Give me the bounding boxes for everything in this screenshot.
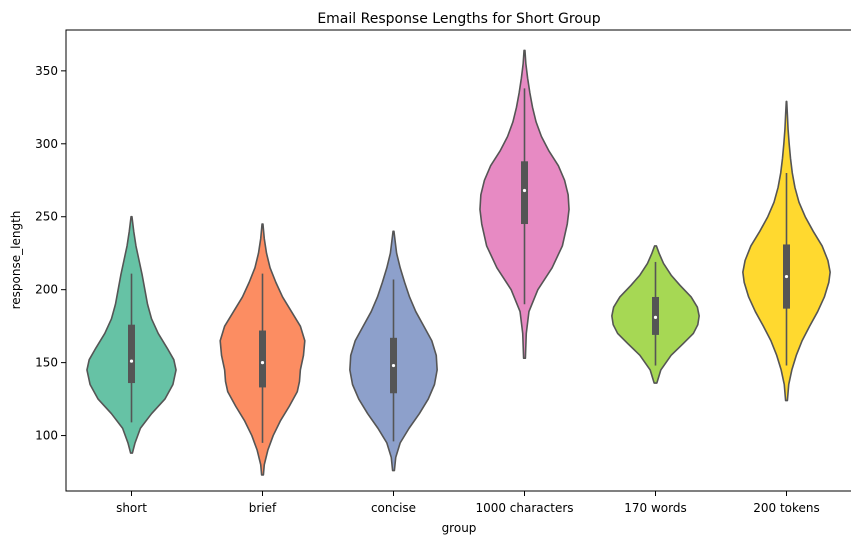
violin-median-point xyxy=(522,188,527,193)
violin-iqr-box xyxy=(128,324,135,384)
violin-median-point xyxy=(784,274,789,279)
violin-median-point xyxy=(653,315,658,319)
x-axis: short brief concise 1000 characters 170 word… xyxy=(116,491,820,515)
x-tick-label: 1000 characters xyxy=(475,501,573,515)
violin-iqr-box xyxy=(259,330,266,388)
x-tick-label: 200 tokens xyxy=(753,501,820,515)
x-tick-label: 170 words xyxy=(624,501,686,515)
violin-median-point xyxy=(391,363,396,368)
x-axis-label: group xyxy=(442,521,477,535)
violin-median-point xyxy=(260,361,265,365)
violins-layer xyxy=(86,49,831,476)
y-tick-label: 350 xyxy=(35,64,58,78)
plot-frame xyxy=(65,29,851,492)
x-tick-label: concise xyxy=(371,501,416,515)
y-axis: 100 150 200 250 300 350 xyxy=(35,64,66,443)
x-tick-label: brief xyxy=(249,501,277,515)
y-tick-label: 250 xyxy=(35,210,58,224)
x-tick-label: short xyxy=(116,501,147,515)
violin-iqr-box xyxy=(521,161,528,225)
y-axis-label: response_length xyxy=(9,211,23,310)
violin-median-point xyxy=(129,359,134,363)
y-tick-label: 100 xyxy=(35,429,58,443)
chart-title: Email Response Lengths for Short Group xyxy=(317,11,600,27)
y-tick-label: 300 xyxy=(35,137,58,151)
y-tick-label: 200 xyxy=(35,283,58,297)
y-tick-label: 150 xyxy=(35,356,58,370)
